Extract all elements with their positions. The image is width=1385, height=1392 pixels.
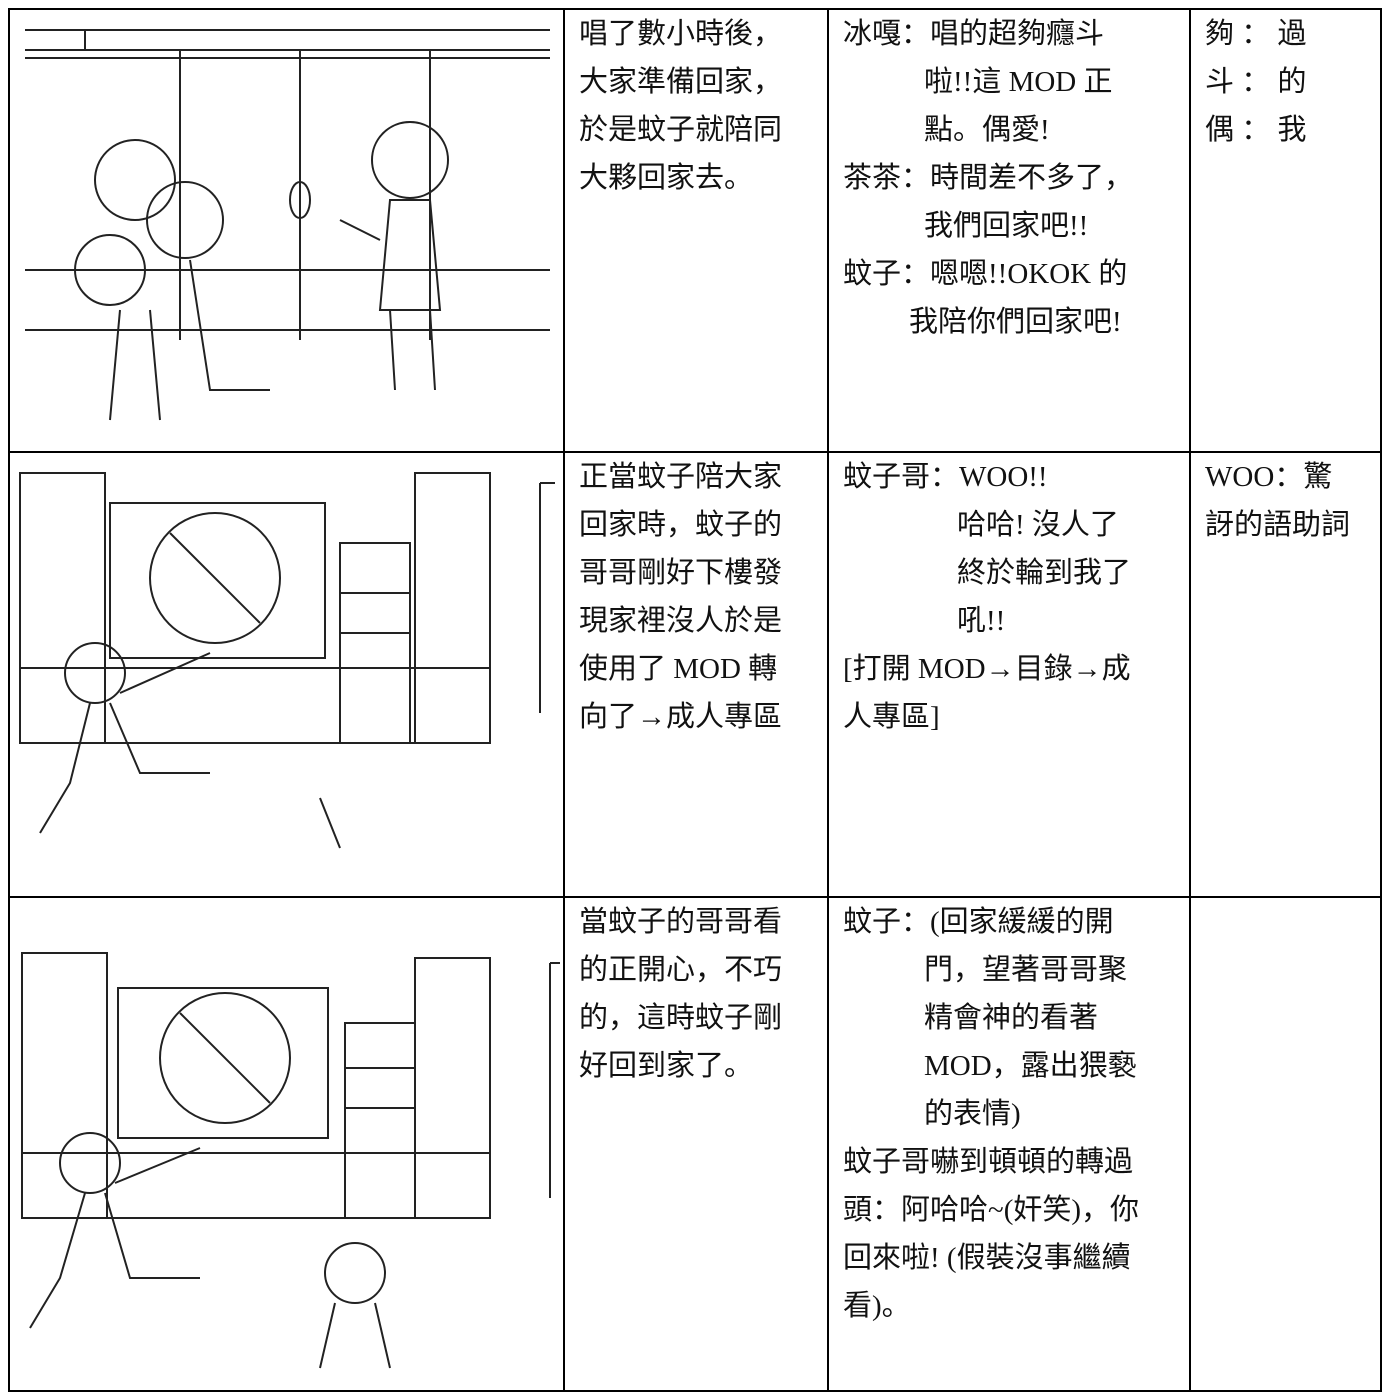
dialogue-cell: 蚊子哥：WOO!! 哈哈! 沒人了 終於輪到我了 吼!! [打開 MOD→目錄→… bbox=[827, 451, 1191, 898]
narration-line: 的，這時蚊子剛 bbox=[579, 1002, 783, 1034]
row: 當蚊子的哥哥看 的正開心，不巧 的，這時蚊子剛 好回到家了。 蚊子：(回家緩緩的… bbox=[8, 896, 1382, 1392]
narration-line: 現家裡沒人於是 bbox=[579, 605, 783, 637]
narration-line: 於是蚊子就陪同 bbox=[579, 114, 783, 146]
dialogue-line: 人專區] bbox=[843, 701, 940, 733]
dialogue-line: 茶茶：時間差不多了， bbox=[843, 162, 1134, 194]
dialogue-line: 蚊子哥：WOO!! bbox=[843, 461, 1048, 493]
dialogue-line: 啦!!這 MOD 正 bbox=[924, 66, 1113, 98]
panel bbox=[8, 8, 565, 453]
narration-line: 哥哥剛好下樓發 bbox=[579, 557, 783, 589]
narration-line: 的正開心，不巧 bbox=[579, 954, 783, 986]
dialogue-line: 蚊子：嗯嗯!!OKOK 的 bbox=[843, 258, 1128, 290]
dialogue-line: 的表情) bbox=[924, 1098, 1021, 1130]
dialogue-line: 哈哈! 沒人了 bbox=[957, 509, 1119, 541]
narration-cell: 當蚊子的哥哥看 的正開心，不巧 的，這時蚊子剛 好回到家了。 bbox=[563, 896, 829, 1392]
narration-line: 向了→成人專區 bbox=[579, 701, 783, 733]
note-cell bbox=[1189, 896, 1382, 1392]
dialogue-line: 點。偶愛! bbox=[924, 114, 1050, 146]
narration-cell: 正當蚊子陪大家 回家時，蚊子的 哥哥剛好下樓發 現家裡沒人於是 使用了 MOD … bbox=[563, 451, 829, 898]
row: 正當蚊子陪大家 回家時，蚊子的 哥哥剛好下樓發 現家裡沒人於是 使用了 MOD … bbox=[8, 451, 1382, 898]
dialogue-line: 回來啦! (假裝沒事繼續 bbox=[843, 1242, 1131, 1274]
narration-line: 回家時，蚊子的 bbox=[579, 509, 783, 541]
dialogue-line: 精會神的看著 bbox=[924, 1002, 1099, 1034]
dialogue-line: 我陪你們回家吧! bbox=[909, 306, 1122, 338]
dialogue-line: 終於輪到我了 bbox=[957, 557, 1132, 589]
panel bbox=[8, 896, 565, 1392]
illustration bbox=[21, 952, 560, 1369]
dialogue-line: 冰嘎：唱的超夠癮斗 bbox=[843, 18, 1105, 50]
dialogue-line: 頭：阿哈哈~(奸笑)，你 bbox=[843, 1194, 1140, 1226]
note-line: 訝的語助詞 bbox=[1205, 509, 1351, 541]
dialogue-line: 蚊子哥嚇到頓頓的轉過 bbox=[843, 1146, 1134, 1178]
note-cell: 夠 ： 過 斗 ： 的 偶 ： 我 bbox=[1189, 8, 1382, 453]
note-line: WOO：驚 bbox=[1205, 461, 1333, 493]
dialogue-cell: 蚊子：(回家緩緩的開 門，望著哥哥聚 精會神的看著 MOD，露出猥褻 的表情) … bbox=[827, 896, 1191, 1392]
dialogue-line: MOD，露出猥褻 bbox=[924, 1050, 1137, 1082]
note-line: 夠 ： 過 bbox=[1205, 18, 1307, 50]
dialogue-line: [打開 MOD→目錄→成 bbox=[843, 653, 1131, 685]
dialogue-line: 看)。 bbox=[843, 1290, 911, 1322]
narration-line: 使用了 MOD 轉 bbox=[579, 653, 778, 685]
narration-line: 唱了數小時後， bbox=[579, 18, 783, 50]
row: 唱了數小時後， 大家準備回家， 於是蚊子就陪同 大夥回家去。 冰嘎：唱的超夠癮斗… bbox=[8, 8, 1382, 453]
dialogue-cell: 冰嘎：唱的超夠癮斗 啦!!這 MOD 正 點。偶愛! 茶茶：時間差不多了， 我們… bbox=[827, 8, 1191, 453]
dialogue-line: 吼!! bbox=[957, 605, 1006, 637]
note-cell: WOO：驚 訝的語助詞 bbox=[1189, 451, 1382, 898]
narration-line: 正當蚊子陪大家 bbox=[579, 461, 783, 493]
note-line: 偶 ： 我 bbox=[1205, 114, 1307, 146]
comic-table: 唱了數小時後， 大家準備回家， 於是蚊子就陪同 大夥回家去。 冰嘎：唱的超夠癮斗… bbox=[8, 8, 1382, 1392]
page: {"rows": [ {"narration": ["唱了數小時後，", "大家… bbox=[8, 8, 1382, 1392]
dialogue-line: 我們回家吧!! bbox=[924, 210, 1089, 242]
narration-line: 當蚊子的哥哥看 bbox=[579, 906, 783, 938]
narration-line: 大家準備回家， bbox=[579, 66, 783, 98]
panel bbox=[8, 451, 565, 898]
narration-line: 大夥回家去。 bbox=[579, 162, 754, 194]
illustration bbox=[19, 472, 555, 849]
dialogue-line: 門，望著哥哥聚 bbox=[924, 954, 1128, 986]
narration-cell: 唱了數小時後， 大家準備回家， 於是蚊子就陪同 大夥回家去。 bbox=[563, 8, 829, 453]
dialogue-line: 蚊子：(回家緩緩的開 bbox=[843, 906, 1114, 938]
illustration bbox=[25, 29, 550, 421]
narration-line: 好回到家了。 bbox=[579, 1050, 754, 1082]
note-line: 斗 ： 的 bbox=[1205, 66, 1307, 98]
